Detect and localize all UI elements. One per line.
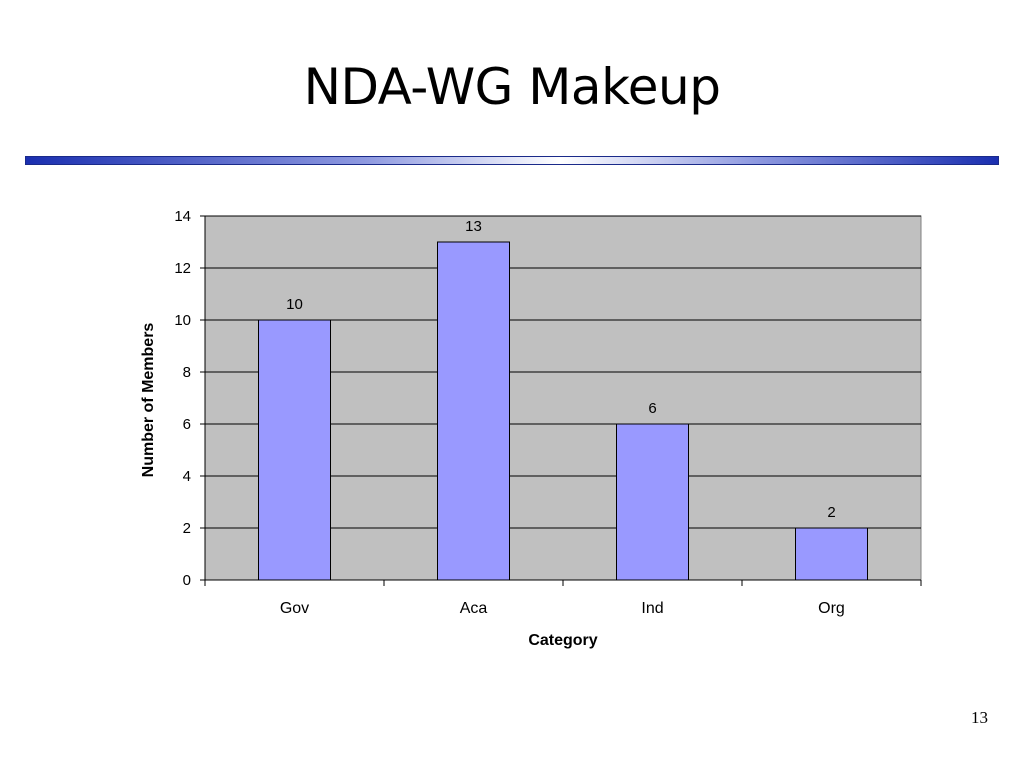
bar-org: [795, 527, 868, 581]
bar-ind: [616, 423, 689, 581]
y-tick-label: 12: [174, 260, 191, 277]
data-label: 6: [648, 400, 656, 417]
x-tick-label: Org: [818, 600, 845, 617]
x-tick-label: Ind: [641, 600, 663, 617]
y-axis-title: Number of Members: [140, 323, 157, 478]
x-tick-label: Gov: [280, 600, 309, 617]
data-label: 13: [465, 218, 482, 235]
labels: 0 2 4 6 8 10 12 14 10 Gov 13 Aca 6 Ind 2 Org Category Num…: [140, 208, 845, 649]
bar-aca: [437, 241, 510, 581]
y-tick-label: 14: [174, 208, 191, 225]
bars: [258, 241, 868, 581]
x-axis-title: Category: [528, 632, 597, 649]
slide-number: 13: [971, 708, 988, 727]
y-tick-label: 0: [183, 572, 191, 589]
y-tick-label: 6: [183, 416, 191, 433]
y-tick-label: 2: [183, 520, 191, 537]
bar-gov: [258, 319, 331, 581]
x-tick-label: Aca: [460, 600, 488, 617]
data-label: 10: [286, 296, 303, 313]
y-tick-label: 8: [183, 364, 191, 381]
slide-title: NDA-WG Makeup: [303, 58, 721, 116]
axes: [200, 215, 922, 586]
y-tick-label: 10: [174, 312, 191, 329]
y-tick-label: 4: [183, 468, 191, 485]
title-divider: [25, 156, 999, 165]
data-label: 2: [827, 504, 835, 521]
